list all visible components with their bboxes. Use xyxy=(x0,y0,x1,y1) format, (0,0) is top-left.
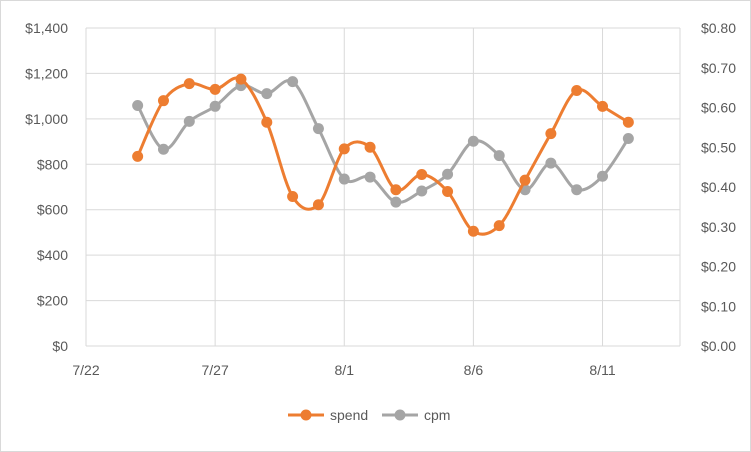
y-left-tick-label: $1,200 xyxy=(25,65,68,81)
cpm-data-point xyxy=(338,173,350,185)
legend-label: spend xyxy=(330,407,368,423)
cpm-data-point xyxy=(622,133,634,145)
series-lines xyxy=(132,73,634,237)
cpm-data-point xyxy=(597,170,609,182)
y-right-tick-label: $0.20 xyxy=(701,259,736,275)
legend-label: cpm xyxy=(424,407,450,423)
y-right-tick-label: $0.50 xyxy=(701,139,736,155)
x-axis: 7/22 7/27 8/1 8/6 8/11 xyxy=(72,362,615,378)
cpm-data-point xyxy=(287,76,299,88)
spend-data-point xyxy=(157,95,169,107)
gridlines xyxy=(85,27,681,347)
spend-data-point xyxy=(467,225,479,237)
spend-data-point xyxy=(132,150,144,162)
y-axis-right: $0.00 $0.10 $0.20 $0.30 $0.40 $0.50 $0.60 $0.70… xyxy=(701,20,736,354)
spend-line xyxy=(136,76,630,236)
series-cpm xyxy=(132,76,634,208)
y-right-tick-label: $0.40 xyxy=(701,179,736,195)
x-tick-label: 8/11 xyxy=(589,362,615,378)
spend-data-point xyxy=(493,220,505,232)
y-left-tick-label: $1,400 xyxy=(25,20,68,36)
spend-data-point xyxy=(338,143,350,155)
spend-data-point xyxy=(597,100,609,112)
cpm-data-point xyxy=(261,88,273,100)
cpm-data-point xyxy=(416,185,428,197)
x-tick-label: 7/22 xyxy=(72,362,99,378)
spend-data-point xyxy=(519,174,531,186)
spend-data-point xyxy=(261,116,273,128)
y-left-tick-label: $400 xyxy=(37,247,68,263)
legend-item-spend: spend xyxy=(288,407,368,423)
y-right-tick-label: $0.70 xyxy=(701,60,736,76)
spend-data-point xyxy=(364,141,376,153)
cpm-data-point xyxy=(545,157,557,169)
cpm-data-point xyxy=(467,135,479,147)
cpm-data-point xyxy=(312,123,324,135)
y-right-tick-label: $0.30 xyxy=(701,219,736,235)
cpm-data-point xyxy=(209,100,221,112)
cpm-line xyxy=(136,78,630,204)
x-tick-label: 8/6 xyxy=(464,362,484,378)
y-left-tick-label: $800 xyxy=(37,156,68,172)
spend-data-point xyxy=(183,78,195,90)
x-tick-label: 7/27 xyxy=(202,362,229,378)
cpm-data-point xyxy=(132,100,144,112)
spend-data-point xyxy=(312,199,324,211)
spend-data-point xyxy=(209,83,221,95)
y-right-tick-label: $0.00 xyxy=(701,338,736,354)
y-left-tick-label: $200 xyxy=(37,293,68,309)
y-right-tick-label: $0.80 xyxy=(701,20,736,36)
cpm-data-point xyxy=(442,168,454,180)
cpm-data-point xyxy=(183,115,195,127)
legend-marker xyxy=(394,409,406,421)
spend-data-point xyxy=(287,191,299,203)
x-tick-label: 8/1 xyxy=(335,362,355,378)
cpm-data-point xyxy=(364,171,376,183)
cpm-data-point xyxy=(571,184,583,196)
y-axis-left: $0 $200 $400 $600 $800 $1,000 $1,200 $1,400 xyxy=(25,20,68,354)
series-spend xyxy=(132,73,634,237)
spend-data-point xyxy=(545,128,557,140)
legend-marker xyxy=(300,409,312,421)
y-left-tick-label: $0 xyxy=(52,338,68,354)
spend-data-point xyxy=(442,186,454,198)
y-left-tick-label: $600 xyxy=(37,202,68,218)
spend-data-point xyxy=(416,169,428,181)
y-right-tick-label: $0.60 xyxy=(701,100,736,116)
spend-data-point xyxy=(622,116,634,128)
legend: spend cpm xyxy=(288,407,450,423)
y-right-tick-label: $0.10 xyxy=(701,298,736,314)
spend-data-point xyxy=(235,73,247,85)
spend-data-point xyxy=(390,184,402,196)
y-left-tick-label: $1,000 xyxy=(25,111,68,127)
cpm-data-point xyxy=(157,143,169,155)
cpm-data-point xyxy=(493,150,505,162)
spend-data-point xyxy=(571,84,583,96)
cpm-data-point xyxy=(390,196,402,208)
legend-item-cpm: cpm xyxy=(382,407,450,423)
